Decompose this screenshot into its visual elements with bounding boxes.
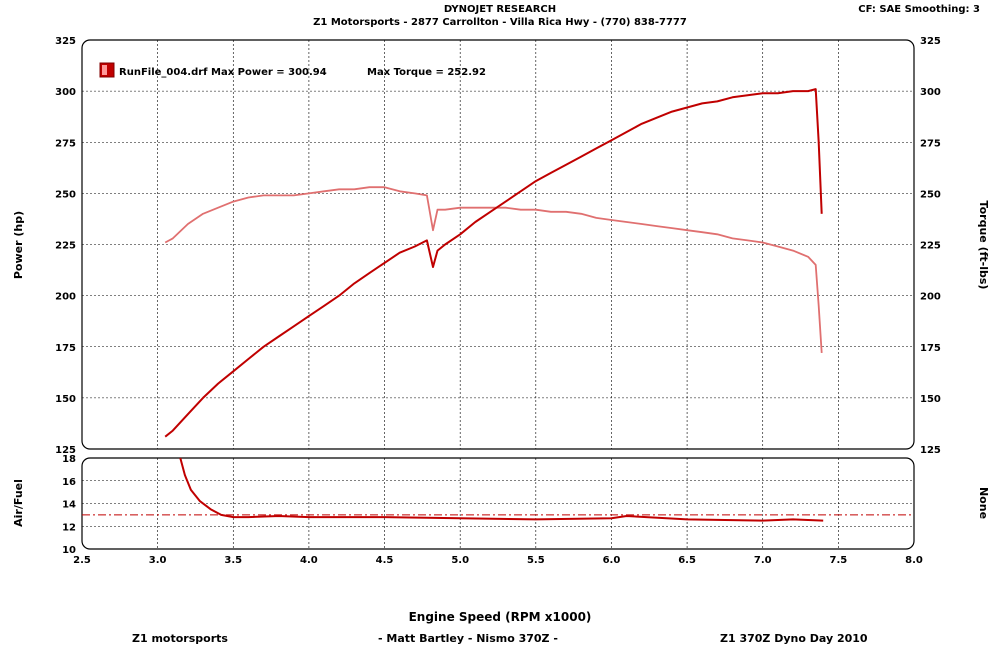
y-tick-label: 250 xyxy=(55,189,76,200)
legend-torque-label: Max Torque = 252.92 xyxy=(367,67,486,78)
y2-tick-label: 300 xyxy=(920,87,941,98)
x-tick-label: 4.5 xyxy=(376,555,394,566)
y-tick-label: 200 xyxy=(55,292,76,303)
x-tick-label: 2.5 xyxy=(73,555,91,566)
y-tick-label: 275 xyxy=(55,138,76,149)
shop-info: Z1 Motorsports - 2877 Carrollton - Villa… xyxy=(313,17,687,28)
x-tick-label: 6.0 xyxy=(603,555,621,566)
afr-tick-label: 10 xyxy=(62,545,76,556)
y-tick-label: 125 xyxy=(55,445,76,456)
x-tick-label: 4.0 xyxy=(300,555,318,566)
x-tick-label: 8.0 xyxy=(905,555,923,566)
x-tick-label: 5.5 xyxy=(527,555,545,566)
y2-axis-label: Torque (ft-lbs) xyxy=(977,201,990,290)
x-tick-label: 6.5 xyxy=(678,555,696,566)
y2-tick-label: 200 xyxy=(920,292,941,303)
y2-tick-label: 225 xyxy=(920,241,941,252)
y-tick-label: 175 xyxy=(55,343,76,354)
y2-tick-label: 250 xyxy=(920,189,941,200)
y-tick-label: 325 xyxy=(55,36,76,47)
x-tick-label: 3.0 xyxy=(149,555,167,566)
afr-tick-label: 12 xyxy=(62,522,76,533)
x-tick-label: 7.0 xyxy=(754,555,772,566)
y-tick-label: 300 xyxy=(55,87,76,98)
power-line xyxy=(164,88,823,438)
y2-tick-label: 125 xyxy=(920,445,941,456)
legend-swatch-highlight xyxy=(102,65,107,75)
legend-label: RunFile_004.drf Max Power = 300.94 xyxy=(119,67,327,78)
afr-y2-axis-label: None xyxy=(977,487,990,519)
afr-axis-label: Air/Fuel xyxy=(12,479,25,527)
x-tick-label: 7.5 xyxy=(830,555,848,566)
footer-shop: Z1 motorsports xyxy=(132,632,228,645)
footer-event: Z1 370Z Dyno Day 2010 xyxy=(720,632,868,645)
x-tick-label: 5.0 xyxy=(451,555,469,566)
afr-tick-label: 18 xyxy=(62,454,76,465)
x-axis-label: Engine Speed (RPM x1000) xyxy=(408,610,592,624)
afr-tick-label: 14 xyxy=(62,500,76,511)
y-axis-label: Power (hp) xyxy=(12,211,25,279)
footer-driver-car: - Matt Bartley - Nismo 370Z - xyxy=(378,632,558,645)
y2-tick-label: 175 xyxy=(920,343,941,354)
y-tick-label: 150 xyxy=(55,394,76,405)
correction-settings: CF: SAE Smoothing: 3 xyxy=(858,4,980,15)
torque-line xyxy=(164,186,823,353)
y2-tick-label: 325 xyxy=(920,36,941,47)
afr-line xyxy=(179,457,824,522)
afr-tick-label: 16 xyxy=(62,477,76,488)
y2-tick-label: 275 xyxy=(920,138,941,149)
x-tick-label: 3.5 xyxy=(224,555,242,566)
y2-tick-label: 150 xyxy=(920,394,941,405)
dyno-title: DYNOJET RESEARCH xyxy=(443,4,557,15)
y-tick-label: 225 xyxy=(55,241,76,252)
